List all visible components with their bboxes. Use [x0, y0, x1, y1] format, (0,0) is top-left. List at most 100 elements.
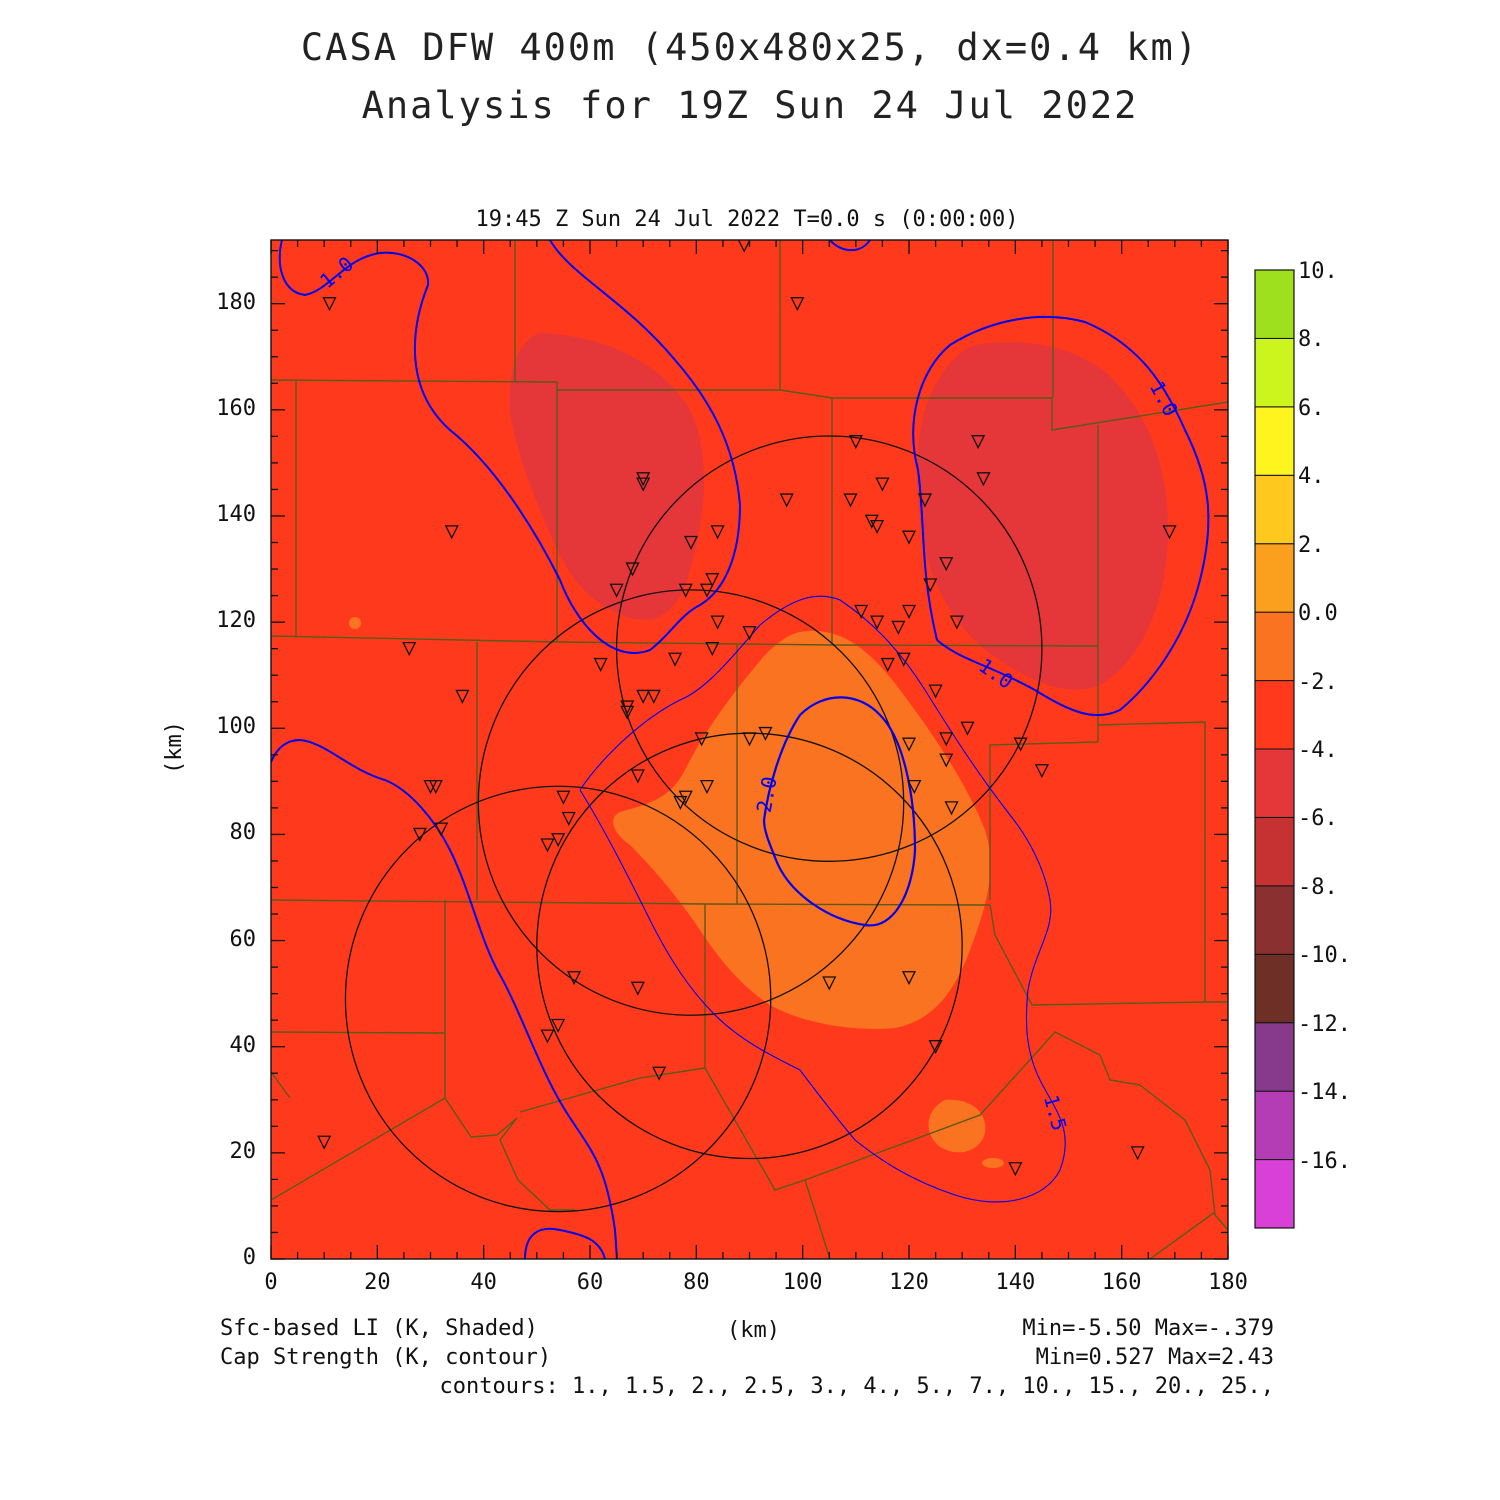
- colorbar-label: -16.: [1298, 1148, 1351, 1174]
- contour-1-southwest: [271, 738, 618, 1259]
- colorbar-label: 2.: [1298, 532, 1325, 558]
- station-marker: [668, 652, 683, 667]
- li-max-region-spot-west: [349, 617, 361, 629]
- station-marker: [551, 1018, 566, 1033]
- colorbar-swatch: [1254, 1090, 1295, 1161]
- station-marker: [848, 435, 863, 450]
- station-marker: [843, 493, 858, 508]
- station-marker: [779, 493, 794, 508]
- shaded-minmax: Min=-5.50 Max=-.379: [1022, 1316, 1274, 1341]
- colorbar-swatch: [1254, 406, 1295, 476]
- station-marker: [939, 753, 954, 768]
- axis-ticks: [270, 240, 1229, 1260]
- colorbar-swatch: [1254, 474, 1295, 545]
- li-max-region: [613, 630, 991, 1029]
- station-marker: [630, 769, 645, 784]
- station-marker: [678, 583, 693, 598]
- contour-levels: contours: 1., 1.5, 2., 2.5, 3., 4., 5., …: [439, 1374, 1274, 1399]
- station-marker: [923, 578, 938, 593]
- y-tick-label: 100: [216, 714, 256, 740]
- station-marker: [556, 790, 571, 805]
- station-marker: [636, 689, 651, 704]
- station-marker: [1013, 737, 1028, 752]
- station-marker: [551, 833, 566, 848]
- contour-2: [762, 696, 917, 927]
- y-tick-label: 40: [229, 1032, 257, 1058]
- station-marker: [737, 240, 751, 253]
- station-marker: [540, 1029, 555, 1044]
- contour-1-5: [579, 595, 1066, 1203]
- colorbar-swatch: [1254, 816, 1295, 887]
- colorbar-label: 8.: [1298, 327, 1325, 353]
- station-marker: [699, 780, 715, 795]
- station-markers: [317, 240, 1177, 1177]
- station-marker: [944, 801, 959, 816]
- station-marker: [1034, 764, 1049, 779]
- station-marker: [758, 726, 773, 742]
- station-marker: [875, 477, 890, 492]
- colorbar-frame: [1254, 269, 1295, 1229]
- colorbar-label: -14.: [1298, 1080, 1351, 1106]
- station-marker: [742, 626, 757, 641]
- colorbar-label: -12.: [1298, 1011, 1351, 1037]
- colorbar-label: 6.: [1298, 395, 1325, 421]
- station-marker: [699, 583, 715, 598]
- colorbar-swatch: [1254, 337, 1295, 408]
- station-marker: [652, 1066, 667, 1081]
- colorbar-label: -10.: [1298, 943, 1351, 969]
- station-marker: [891, 620, 906, 635]
- contour-1-south: [524, 1227, 606, 1259]
- chart-subtitle: Analysis for 19Z Sun 24 Jul 2022: [361, 84, 1139, 127]
- contour-field-label: Cap Strength (K, contour): [220, 1345, 552, 1370]
- x-tick-label: 40: [470, 1270, 497, 1295]
- y-tick-label: 60: [229, 926, 257, 952]
- station-marker: [673, 795, 688, 811]
- x-tick-label: 80: [683, 1270, 710, 1295]
- x-tick-label: 180: [1208, 1270, 1248, 1295]
- station-marker: [566, 971, 582, 986]
- y-tick-label: 180: [216, 289, 256, 315]
- station-marker: [917, 493, 933, 508]
- station-marker: [561, 811, 576, 826]
- station-marker: [822, 976, 837, 991]
- station-marker: [322, 297, 337, 312]
- station-marker: [710, 525, 725, 540]
- station-marker: [901, 971, 917, 986]
- valid-time-label: 19:45 Z Sun 24 Jul 2022 T=0.0 s (0:00:00…: [475, 207, 1018, 232]
- station-marker: [971, 435, 986, 450]
- station-marker: [694, 732, 709, 747]
- colorbar: [1254, 269, 1295, 1229]
- x-tick-label: 160: [1101, 1270, 1142, 1295]
- x-axis-label: (km): [727, 1318, 780, 1343]
- station-marker: [854, 604, 869, 619]
- station-marker: [976, 472, 991, 487]
- map-field: 1.0 1.0 1.0 2.0 1.5: [271, 240, 1228, 1259]
- station-marker: [705, 642, 720, 657]
- colorbar-label: 0.0: [1298, 601, 1338, 627]
- station-marker: [790, 297, 805, 312]
- station-marker: [870, 615, 885, 630]
- station-marker: [593, 657, 608, 673]
- y-tick-label: 120: [216, 608, 256, 634]
- colorbar-swatch: [1254, 269, 1295, 339]
- station-marker: [901, 530, 917, 545]
- colorbar-label: -4.: [1298, 738, 1338, 763]
- x-tick-label: 0: [264, 1270, 278, 1295]
- station-marker: [907, 780, 922, 795]
- x-tick-label: 120: [889, 1270, 929, 1295]
- contour-1-northwest: [278, 240, 742, 654]
- station-marker: [870, 519, 885, 535]
- colorbar-label: 4.: [1298, 464, 1325, 490]
- station-marker: [455, 689, 470, 704]
- station-marker: [636, 477, 651, 492]
- colorbar-swatch: [1254, 1022, 1295, 1092]
- station-marker: [620, 705, 635, 720]
- li-max-region-south: [928, 1099, 986, 1153]
- colorbar-swatch: [1254, 885, 1295, 955]
- station-marker: [1162, 525, 1177, 540]
- contour-1-northeast: [912, 315, 1210, 717]
- station-marker: [960, 721, 975, 736]
- station-marker: [705, 573, 720, 588]
- station-marker: [444, 525, 459, 540]
